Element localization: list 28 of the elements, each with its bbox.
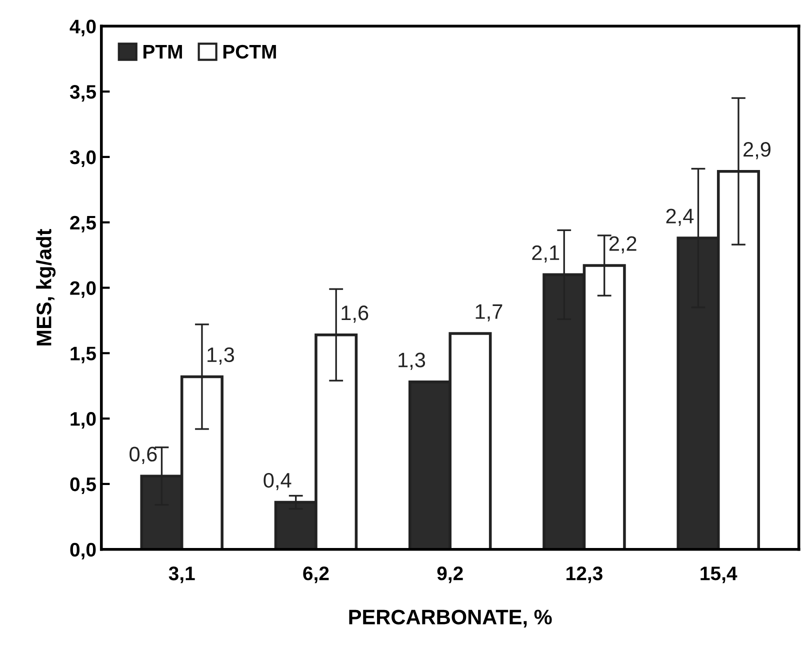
y-tick-label: 3,5 xyxy=(70,85,96,102)
x-tick-label: 15,4 xyxy=(700,566,738,584)
y-tick-label: 1,5 xyxy=(70,346,96,364)
data-label: 2,2 xyxy=(609,236,636,254)
y-tick-label: 0,0 xyxy=(70,542,96,560)
x-tick-label: 3,1 xyxy=(168,566,195,584)
legend-label: PCTM xyxy=(223,44,276,59)
y-axis-title: MES, kg/adt xyxy=(36,228,56,346)
legend-label: PTM xyxy=(144,45,182,58)
data-label: 1,3 xyxy=(398,352,426,370)
y-tick-label: 4,0 xyxy=(70,20,96,36)
y-tick-label: 3,0 xyxy=(70,150,96,168)
x-tick-label: 9,2 xyxy=(437,566,463,584)
x-axis-title: PERCARBONATE, % xyxy=(349,610,552,628)
data-label: 2,4 xyxy=(666,208,694,226)
data-label: 1,7 xyxy=(476,304,502,322)
data-label: 2,9 xyxy=(744,142,770,160)
x-tick-label: 6,2 xyxy=(303,566,329,584)
data-label: 0,6 xyxy=(130,446,157,464)
data-label: 1,6 xyxy=(342,306,368,323)
data-label: 0,4 xyxy=(264,472,292,490)
data-label: 2,1 xyxy=(532,245,560,263)
y-tick-label: 1,0 xyxy=(70,412,96,429)
data-label: 1,3 xyxy=(208,347,234,365)
x-tick-label: 12,3 xyxy=(566,566,602,584)
y-tick-label: 0,5 xyxy=(70,477,96,494)
y-tick-label: 2,0 xyxy=(70,281,96,298)
y-tick-label: 2,5 xyxy=(70,216,96,232)
